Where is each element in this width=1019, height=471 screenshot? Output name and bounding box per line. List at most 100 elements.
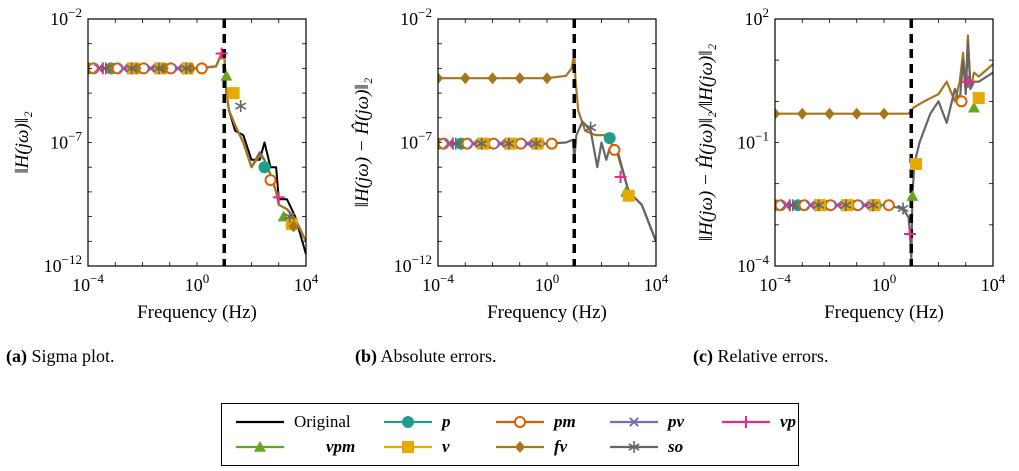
marker-fv [460, 72, 471, 85]
legend-swatch [236, 441, 284, 452]
legend-marker-pv [629, 417, 639, 427]
marker-fv [797, 107, 808, 120]
marker-fv [541, 72, 553, 85]
series-line-fv [88, 52, 306, 242]
y-tick-label: 10−7 [400, 129, 432, 153]
y-tick-label: 10−7 [50, 129, 82, 153]
legend-swatch [722, 416, 770, 428]
marker-so [840, 199, 852, 212]
marker-vp [961, 75, 974, 88]
caption-b: (b) Absolute errors. [355, 346, 497, 367]
plot-area [438, 19, 656, 266]
y-axis-label: ‖H(jω) − Ĥ(jω)‖₂/‖H(jω)‖₂ [695, 43, 717, 241]
marker-so [503, 137, 515, 150]
caption-a-tag: (a) [6, 346, 27, 366]
caption-b-text: Absolute errors. [380, 346, 497, 366]
marker-v [227, 87, 240, 100]
legend-label: pm [554, 412, 576, 431]
panel-c: 10−4 100 104 10−4 10−1 102 Frequency (Hz) ‖H(jω… [695, 5, 1006, 323]
y-tick-label: 10−4 [737, 252, 769, 276]
legend-swatch [496, 441, 544, 453]
legend-item-pm: pm [494, 411, 576, 433]
legend-label: Original [294, 412, 351, 431]
marker-pm [195, 62, 208, 75]
marker-so [180, 62, 192, 75]
marker-so [100, 62, 112, 75]
legend-marker-vp [740, 416, 752, 428]
marker-fv [104, 62, 115, 75]
marker-so [126, 62, 138, 75]
marker-vpm [906, 190, 919, 201]
marker-so [787, 199, 799, 212]
legend-label: vp [780, 412, 797, 431]
caption-c-text: Relative errors. [717, 346, 829, 366]
caption-b-tag: (b) [355, 346, 377, 366]
x-tick-label: 10−4 [759, 271, 791, 295]
marker-so [235, 100, 247, 113]
legend-marker-v [402, 441, 414, 453]
legend-swatch [610, 417, 658, 427]
x-tick-label: 10−4 [72, 271, 104, 295]
caption-a: (a) Sigma plot. [6, 346, 115, 367]
caption-a-text: Sigma plot. [31, 346, 115, 366]
marker-so [450, 137, 462, 150]
plot-area [775, 19, 993, 266]
marker-vpm [220, 69, 233, 81]
marker-vpm [967, 101, 980, 113]
y-tick-label: 10−1 [737, 129, 769, 153]
marker-so [813, 199, 825, 212]
marker-fv [185, 62, 197, 75]
legend-swatch [384, 416, 432, 428]
x-tick-label: 104 [294, 271, 319, 295]
x-tick-label: 104 [981, 271, 1006, 295]
x-axis-label: Frequency (Hz) [824, 302, 944, 323]
marker-pm [608, 143, 621, 156]
legend-marker-p [402, 416, 414, 428]
marker-v [910, 158, 923, 171]
marker-so [897, 202, 909, 215]
legend-item-pv: pv [608, 411, 684, 433]
marker-vp [614, 171, 627, 184]
legend-item-fv: fv [494, 436, 567, 458]
x-tick-label: 10−4 [422, 271, 454, 295]
panel-a: 10−4 100 104 10−12 10−7 10−2 Frequency (Hz) ‖H(… [12, 5, 319, 323]
marker-so [153, 62, 165, 75]
marker-so [585, 121, 597, 134]
marker-vp [215, 47, 228, 60]
y-tick-label: 10−2 [50, 5, 82, 29]
legend-label: vpm [326, 437, 356, 456]
x-tick-label: 100 [872, 271, 897, 295]
y-tick-label: 102 [745, 5, 770, 29]
panel-b: 10−4 100 104 10−12 10−7 10−2 Frequency (Hz) ‖H(… [351, 5, 669, 323]
marker-vp [272, 191, 285, 204]
legend-label: v [442, 437, 450, 456]
legend-marker-so [628, 441, 640, 453]
marker-fv [158, 62, 169, 75]
x-tick-label: 100 [535, 271, 560, 295]
marker-v [622, 189, 635, 202]
y-tick-label: 10−2 [400, 5, 432, 29]
marker-fv [851, 107, 862, 120]
legend-swatch [236, 420, 284, 424]
plot-area [88, 19, 306, 266]
y-tick-label: 10−12 [394, 252, 432, 276]
marker-so [867, 199, 879, 212]
marker-so [283, 210, 296, 223]
x-axis-label: Frequency (Hz) [487, 302, 607, 323]
x-axis-label: Frequency (Hz) [137, 302, 257, 323]
legend-swatch [496, 416, 544, 428]
marker-fv [878, 107, 890, 120]
legend-marker-vpm [254, 441, 266, 452]
marker-pm [545, 137, 558, 150]
legend-label: pv [668, 412, 685, 431]
legend-label: so [668, 437, 684, 456]
marker-fv [438, 72, 444, 85]
axes-frame [87, 18, 307, 267]
marker-so [476, 137, 488, 150]
caption-c-tag: (c) [693, 346, 713, 366]
marker-fv [514, 72, 525, 85]
marker-v [972, 92, 985, 105]
x-tick-label: 104 [644, 271, 669, 295]
legend-label: fv [554, 437, 568, 456]
legend-swatch [610, 441, 658, 453]
